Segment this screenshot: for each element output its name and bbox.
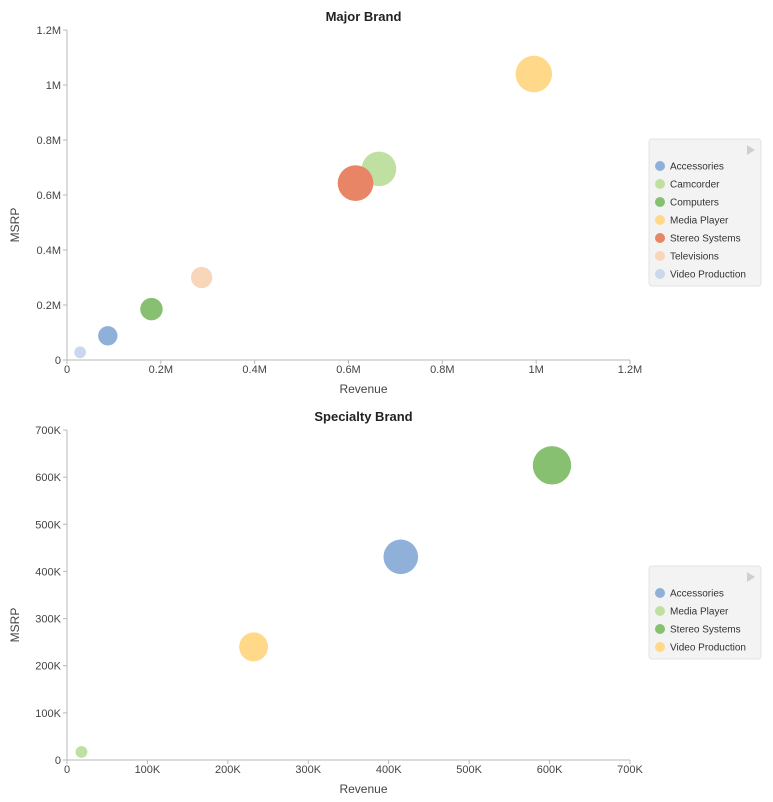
chart-title: Major Brand (326, 9, 402, 24)
bubble-stereo-systems[interactable] (532, 446, 572, 485)
x-tick-label: 100K (135, 764, 161, 776)
legend-marker (655, 606, 665, 616)
y-tick-label: 0.4M (37, 245, 61, 257)
legend-label: Stereo Systems (670, 625, 741, 636)
x-axis-label: Revenue (339, 782, 387, 796)
legend-item[interactable]: Media Player (655, 606, 729, 618)
y-axis-label: MSRP (8, 208, 22, 243)
legend-item[interactable]: Media Player (655, 215, 729, 227)
x-tick-label: 700K (617, 764, 643, 776)
legend-scroll-arrow-icon[interactable] (747, 145, 755, 155)
legend-item[interactable]: Stereo Systems (655, 233, 741, 245)
bubble-media-player[interactable] (75, 746, 88, 758)
y-axis-label: MSRP (8, 608, 22, 643)
x-tick-label: 400K (376, 764, 402, 776)
bubble-televisions[interactable] (191, 266, 213, 289)
bubble-stereo-systems[interactable] (337, 165, 374, 202)
chart-1: Major Brand 0 0.2M 0.4M 0.6M 0.8M 1M 1.2M 0 0.2M 0… (8, 9, 762, 396)
legend-scroll-arrow-icon[interactable] (747, 572, 755, 582)
x-tick-label: 0 (64, 364, 70, 376)
y-tick-label: 0.8M (37, 135, 61, 147)
x-tick-label: 1.2M (618, 364, 642, 376)
legend-item[interactable]: Camcorder (655, 179, 720, 191)
y-tick-label: 1.2M (37, 25, 61, 37)
legend-label: Media Player (670, 216, 729, 227)
legend-marker (655, 197, 665, 207)
legend-marker (655, 215, 665, 225)
legend-item[interactable]: Accessories (655, 161, 724, 173)
chart-2: Specialty Brand 0 100K 200K 300K 400K 500K 600K… (8, 409, 762, 796)
x-tick-label: 0.8M (430, 364, 454, 376)
legend-label: Video Production (670, 270, 746, 281)
x-tick-label: 300K (295, 764, 321, 776)
legend-box (648, 565, 762, 660)
y-tick-label: 700K (35, 425, 61, 437)
y-tick-label: 1M (46, 80, 61, 92)
x-axis-label: Revenue (339, 382, 387, 396)
legend: Accessories Media Player Stereo Systems Vid… (648, 565, 762, 660)
legend-item[interactable]: Video Production (655, 269, 746, 281)
legend-label: Camcorder (670, 180, 720, 191)
legend-item[interactable]: Computers (655, 197, 719, 209)
legend-marker (655, 624, 665, 634)
legend-label: Accessories (670, 162, 724, 173)
x-tick-label: 200K (215, 764, 241, 776)
bubble-video-production[interactable] (74, 346, 87, 359)
y-tick-label: 0 (55, 355, 61, 367)
x-tick-label: 0.4M (242, 364, 266, 376)
legend-marker (655, 642, 665, 652)
y-tick-label: 300K (35, 614, 61, 626)
y-tick-label: 500K (35, 519, 61, 531)
legend-marker (655, 179, 665, 189)
y-tick-label: 0 (55, 755, 61, 767)
legend-label: Computers (670, 198, 719, 209)
legend-item[interactable]: Accessories (655, 588, 724, 600)
legend-marker (655, 588, 665, 598)
y-tick-label: 0.6M (37, 190, 61, 202)
legend-item[interactable]: Video Production (655, 642, 746, 654)
bubble-media-player[interactable] (515, 55, 553, 93)
x-tick-label: 0.6M (336, 364, 360, 376)
legend-marker (655, 269, 665, 279)
legend-marker (655, 251, 665, 261)
bubble-video-production[interactable] (239, 632, 269, 662)
x-tick-label: 0.2M (149, 364, 173, 376)
y-tick-label: 100K (35, 708, 61, 720)
y-tick-label: 200K (35, 661, 61, 673)
x-tick-label: 600K (537, 764, 563, 776)
y-tick-label: 400K (35, 566, 61, 578)
bubble-accessories[interactable] (383, 539, 419, 575)
legend-label: Stereo Systems (670, 234, 741, 245)
legend: Accessories Camcorder Computers Media Playe… (648, 138, 762, 287)
legend-marker (655, 233, 665, 243)
x-tick-label: 0 (64, 764, 70, 776)
legend-label: Media Player (670, 607, 729, 618)
legend-box (648, 138, 762, 287)
chart-title: Specialty Brand (314, 409, 412, 424)
legend-label: Video Production (670, 643, 746, 654)
legend-label: Accessories (670, 589, 724, 600)
bubble-computers[interactable] (140, 297, 163, 321)
legend-label: Televisions (670, 252, 719, 263)
y-tick-label: 0.2M (37, 300, 61, 312)
y-tick-label: 600K (35, 472, 61, 484)
x-tick-label: 1M (529, 364, 544, 376)
legend-item[interactable]: Stereo Systems (655, 624, 741, 636)
bubble-accessories[interactable] (98, 326, 118, 346)
legend-item[interactable]: Televisions (655, 251, 719, 263)
legend-marker (655, 161, 665, 171)
x-tick-label: 500K (456, 764, 482, 776)
